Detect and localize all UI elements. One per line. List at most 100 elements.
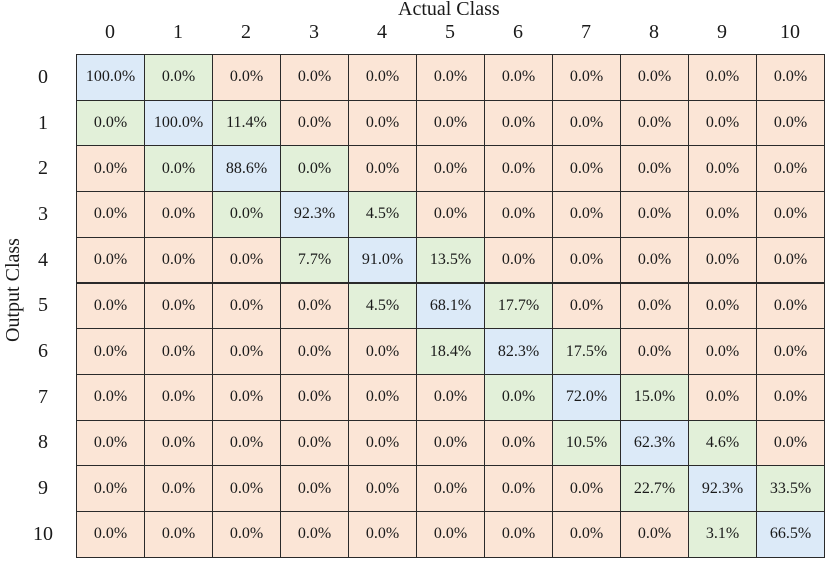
matrix-cell: 0.0% — [212, 236, 281, 284]
matrix-cell: 0.0% — [144, 145, 213, 193]
matrix-cell: 0.0% — [416, 99, 485, 147]
matrix-cell: 0.0% — [756, 282, 825, 330]
matrix-cell: 4.6% — [688, 419, 757, 467]
matrix-cell: 0.0% — [688, 54, 757, 101]
y-axis-title: Output Class — [2, 238, 24, 342]
matrix-cell: 0.0% — [280, 419, 349, 467]
matrix-cell: 0.0% — [76, 99, 145, 147]
y-tick-label: 5 — [38, 294, 48, 317]
matrix-cell: 0.0% — [620, 236, 689, 284]
matrix-cell: 0.0% — [280, 328, 349, 375]
matrix-cell: 0.0% — [212, 54, 281, 101]
matrix-cell: 7.7% — [280, 236, 349, 284]
matrix-cell: 0.0% — [280, 54, 349, 101]
matrix-cell: 0.0% — [144, 328, 213, 375]
matrix-cell: 13.5% — [416, 236, 485, 284]
matrix-cell: 0.0% — [212, 419, 281, 467]
matrix-cell: 11.4% — [212, 99, 281, 147]
matrix-cell: 0.0% — [416, 465, 485, 512]
matrix-cell: 0.0% — [76, 419, 145, 467]
matrix-cell: 0.0% — [212, 373, 281, 421]
matrix-cell: 0.0% — [620, 511, 689, 558]
x-tick-label: 8 — [649, 21, 659, 43]
y-tick-label: 4 — [38, 248, 48, 271]
matrix-cell: 3.1% — [688, 511, 757, 558]
matrix-cell: 18.4% — [416, 328, 485, 375]
x-tick-label: 9 — [717, 21, 727, 43]
matrix-cell: 66.5% — [756, 511, 825, 558]
matrix-cell: 0.0% — [144, 465, 213, 512]
x-tick-label: 4 — [377, 21, 387, 43]
x-tick-label: 6 — [513, 21, 523, 43]
matrix-cell: 0.0% — [756, 191, 825, 238]
matrix-cell: 0.0% — [552, 99, 621, 147]
matrix-cell: 0.0% — [212, 328, 281, 375]
matrix-cell: 0.0% — [552, 465, 621, 512]
matrix-cell: 88.6% — [212, 145, 281, 193]
matrix-cell: 0.0% — [620, 328, 689, 375]
x-tick-label: 7 — [581, 21, 591, 43]
matrix-cell: 0.0% — [688, 282, 757, 330]
matrix-cell: 0.0% — [484, 511, 553, 558]
matrix-cell: 0.0% — [212, 511, 281, 558]
matrix-cell: 0.0% — [76, 465, 145, 512]
matrix-cell: 0.0% — [280, 465, 349, 512]
matrix-cell: 0.0% — [348, 373, 417, 421]
matrix-cell: 82.3% — [484, 328, 553, 375]
matrix-cell: 0.0% — [348, 419, 417, 467]
y-tick-label: 9 — [38, 477, 48, 500]
matrix-cell: 0.0% — [756, 145, 825, 193]
x-tick-label: 5 — [445, 21, 455, 43]
matrix-cell: 0.0% — [552, 511, 621, 558]
matrix-cell: 0.0% — [76, 328, 145, 375]
matrix-cell: 0.0% — [688, 191, 757, 238]
y-tick-label: 10 — [33, 522, 53, 545]
matrix-cell: 0.0% — [552, 145, 621, 193]
matrix-cell: 0.0% — [76, 511, 145, 558]
matrix-cell: 0.0% — [212, 191, 281, 238]
matrix-cell: 0.0% — [484, 236, 553, 284]
matrix-cell: 0.0% — [416, 511, 485, 558]
matrix-cell: 72.0% — [552, 373, 621, 421]
matrix-cell: 0.0% — [212, 465, 281, 512]
matrix-cell: 0.0% — [756, 328, 825, 375]
matrix-cell: 0.0% — [756, 419, 825, 467]
matrix-cell: 0.0% — [688, 236, 757, 284]
matrix-cell: 0.0% — [348, 99, 417, 147]
matrix-cell: 0.0% — [756, 99, 825, 147]
matrix-cell: 0.0% — [688, 373, 757, 421]
matrix-cell: 0.0% — [484, 145, 553, 193]
matrix-cell: 0.0% — [484, 54, 553, 101]
matrix-cell: 0.0% — [756, 54, 825, 101]
matrix-cell: 0.0% — [144, 419, 213, 467]
matrix-cell: 0.0% — [76, 282, 145, 330]
matrix-cell: 0.0% — [280, 511, 349, 558]
matrix-cell: 0.0% — [552, 282, 621, 330]
matrix-cell: 0.0% — [348, 54, 417, 101]
x-tick-label: 0 — [105, 21, 115, 43]
matrix-cell: 15.0% — [620, 373, 689, 421]
matrix-cell: 0.0% — [484, 373, 553, 421]
matrix-cell: 0.0% — [552, 236, 621, 284]
matrix-cell: 0.0% — [144, 54, 213, 101]
x-tick-label: 3 — [309, 21, 319, 43]
matrix-cell: 4.5% — [348, 282, 417, 330]
matrix-cell: 92.3% — [280, 191, 349, 238]
matrix-cell: 68.1% — [416, 282, 485, 330]
matrix-cell: 0.0% — [348, 465, 417, 512]
matrix-cell: 0.0% — [280, 145, 349, 193]
matrix-cell: 0.0% — [484, 191, 553, 238]
matrix-cell: 10.5% — [552, 419, 621, 467]
matrix-cell: 0.0% — [416, 54, 485, 101]
matrix-cell: 33.5% — [756, 465, 825, 512]
matrix-cell: 0.0% — [280, 282, 349, 330]
matrix-cell: 0.0% — [620, 99, 689, 147]
matrix-cell: 0.0% — [76, 191, 145, 238]
matrix-cell: 0.0% — [416, 419, 485, 467]
matrix-cell: 0.0% — [484, 419, 553, 467]
matrix-cell: 0.0% — [348, 145, 417, 193]
x-tick-label: 2 — [241, 21, 251, 43]
matrix-cell: 0.0% — [144, 191, 213, 238]
matrix-cell: 0.0% — [76, 373, 145, 421]
